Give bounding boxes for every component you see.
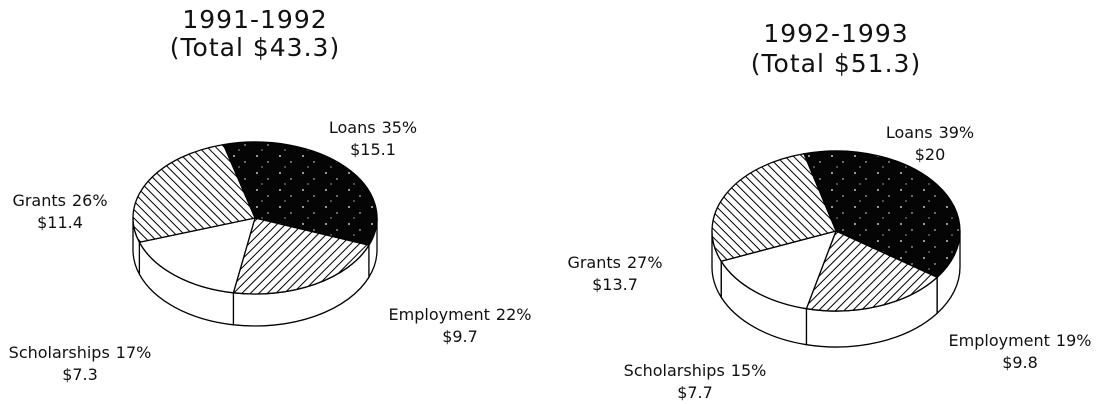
slice-label: Grants 27% xyxy=(567,253,662,272)
pie-slice xyxy=(232,217,370,295)
slice-label: Employment 19% xyxy=(949,331,1092,350)
category-name: Loans xyxy=(329,118,376,137)
pie-slice xyxy=(805,230,939,312)
chart-title: 1992-1993 xyxy=(763,19,908,48)
chart-subtitle: (Total $43.3) xyxy=(170,33,340,62)
percent-label: 27% xyxy=(627,253,663,272)
category-name: Employment xyxy=(389,305,490,324)
category-name: Employment xyxy=(949,331,1050,350)
category-name: Grants xyxy=(12,191,66,210)
amount-label: $9.8 xyxy=(1002,353,1038,372)
category-name: Grants xyxy=(567,253,621,272)
category-name: Scholarships xyxy=(624,361,725,380)
percent-label: 22% xyxy=(496,305,532,324)
amount-label: $13.7 xyxy=(592,275,638,294)
category-name: Loans xyxy=(886,123,933,142)
percent-label: 35% xyxy=(382,118,418,137)
pie-slice xyxy=(132,143,256,243)
slice-label: Employment 22% xyxy=(389,305,532,324)
slice-label: Grants 26% xyxy=(12,191,107,210)
pie-slice xyxy=(711,152,837,262)
slice-label: Loans 35% xyxy=(329,118,417,137)
amount-label: $7.3 xyxy=(62,365,98,384)
percent-label: 39% xyxy=(939,123,975,142)
percent-label: 17% xyxy=(116,343,152,362)
amount-label: $15.1 xyxy=(350,140,396,159)
slice-label: Scholarships 15% xyxy=(624,361,767,380)
amount-label: $7.7 xyxy=(677,383,713,402)
percent-label: 15% xyxy=(731,361,767,380)
amount-label: $20 xyxy=(915,145,946,164)
pie-slice xyxy=(720,230,838,310)
percent-label: 19% xyxy=(1056,331,1092,350)
chart-title: 1991-1992 xyxy=(182,5,327,34)
slice-label: Scholarships 17% xyxy=(9,343,152,362)
chart-subtitle: (Total $51.3) xyxy=(751,49,921,78)
category-name: Scholarships xyxy=(9,343,110,362)
percent-label: 26% xyxy=(72,191,108,210)
amount-label: $9.7 xyxy=(442,327,478,346)
pie-slice xyxy=(802,150,961,279)
slice-label: Loans 39% xyxy=(886,123,974,142)
amount-label: $11.4 xyxy=(37,213,83,232)
